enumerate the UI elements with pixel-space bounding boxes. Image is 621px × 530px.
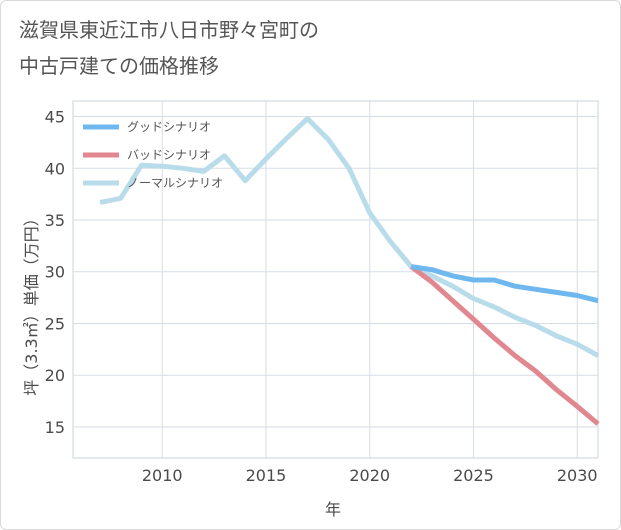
chart-title-line-1: 滋賀県東近江市八日市野々宮町の bbox=[19, 18, 319, 42]
legend-label-bad: バッドシナリオ bbox=[127, 148, 211, 162]
series-line-bad bbox=[409, 264, 600, 426]
chart-title-line-2: 中古戸建ての価格推移 bbox=[19, 54, 219, 78]
y-tick-label: 35 bbox=[45, 211, 65, 230]
y-tick-label: 40 bbox=[45, 159, 65, 178]
series-line-normal bbox=[99, 116, 600, 358]
y-tick-label: 20 bbox=[45, 366, 65, 385]
x-tick-label: 2030 bbox=[557, 466, 598, 485]
x-tick-label: 2015 bbox=[246, 466, 287, 485]
y-axis-label: 坪（3.3㎡）単価（万円） bbox=[22, 210, 41, 395]
y-tick-label: 25 bbox=[45, 314, 65, 333]
x-tick-label: 2010 bbox=[142, 466, 183, 485]
y-tick-label: 15 bbox=[45, 418, 65, 437]
x-tick-label: 2025 bbox=[453, 466, 494, 485]
y-tick-label: 45 bbox=[45, 108, 65, 127]
plot-frame bbox=[72, 100, 599, 459]
y-tick-label: 30 bbox=[45, 263, 65, 282]
legend-label-good: グッドシナリオ bbox=[127, 120, 211, 134]
x-axis-label: 年 bbox=[325, 500, 341, 519]
series-lines bbox=[99, 116, 600, 426]
x-tick-label: 2020 bbox=[349, 466, 390, 485]
legend-label-normal: ノーマルシナリオ bbox=[127, 176, 223, 190]
series-line-good bbox=[410, 264, 599, 304]
